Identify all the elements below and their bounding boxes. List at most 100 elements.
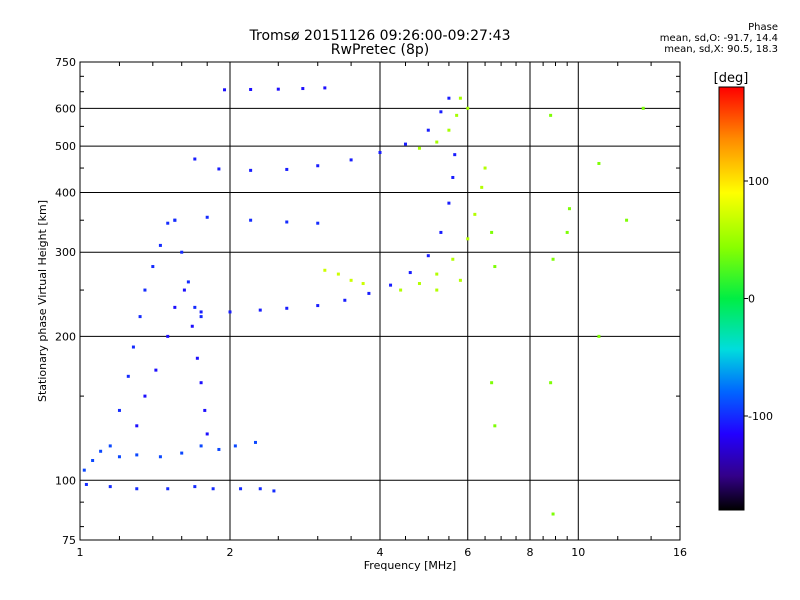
- data-point: [567, 207, 571, 211]
- data-point: [551, 512, 555, 516]
- data-point: [205, 215, 209, 219]
- data-point: [285, 306, 289, 310]
- data-point: [84, 482, 88, 486]
- data-point: [135, 453, 139, 457]
- data-point: [565, 230, 569, 234]
- data-point: [453, 153, 457, 157]
- data-point: [233, 444, 237, 448]
- data-point: [91, 458, 95, 462]
- data-point: [108, 485, 112, 489]
- data-point: [285, 220, 289, 224]
- data-point: [203, 408, 207, 412]
- grid-lines: [80, 62, 680, 540]
- data-point: [349, 158, 353, 162]
- data-point: [625, 218, 629, 222]
- colorbar-tick-label: -100: [748, 410, 773, 423]
- data-point: [138, 315, 142, 319]
- data-point: [439, 230, 443, 234]
- x-tick-label: 2: [227, 546, 234, 559]
- data-point: [551, 257, 555, 261]
- data-point: [205, 432, 209, 436]
- data-point: [151, 265, 155, 269]
- data-point: [343, 298, 347, 302]
- x-tick-label: 8: [527, 546, 534, 559]
- data-point: [447, 128, 451, 132]
- data-point: [223, 88, 227, 92]
- data-point: [451, 175, 455, 179]
- data-point: [158, 455, 162, 459]
- data-point: [239, 487, 243, 491]
- data-point: [458, 278, 462, 282]
- y-tick-label: 200: [55, 330, 76, 343]
- data-point: [316, 221, 320, 225]
- data-point: [182, 288, 186, 292]
- x-axis-label: Frequency [MHz]: [364, 559, 456, 572]
- data-point: [195, 356, 199, 360]
- data-point: [180, 451, 184, 455]
- colorbar: [718, 86, 745, 511]
- data-point: [199, 444, 203, 448]
- data-point: [253, 440, 257, 444]
- data-point: [336, 272, 340, 276]
- data-point: [173, 305, 177, 309]
- y-tick-label: 750: [55, 56, 76, 69]
- data-point: [493, 424, 497, 428]
- data-point: [154, 368, 158, 372]
- data-point: [473, 212, 477, 216]
- data-point: [435, 140, 439, 144]
- data-point: [349, 278, 353, 282]
- data-point: [458, 96, 462, 100]
- data-point: [249, 168, 253, 172]
- y-axis-label: Stationary phase Virtual Height [km]: [36, 200, 49, 402]
- data-point: [193, 305, 197, 309]
- data-point: [190, 324, 194, 328]
- x-tick-label: 10: [571, 546, 585, 559]
- data-point: [490, 381, 494, 385]
- data-point: [641, 106, 645, 110]
- data-point: [135, 487, 139, 491]
- data-point: [367, 291, 371, 295]
- data-point: [82, 468, 86, 472]
- data-point: [143, 394, 147, 398]
- data-marks: [82, 86, 645, 516]
- data-point: [211, 487, 215, 491]
- data-point: [199, 315, 203, 319]
- data-point: [417, 146, 421, 150]
- data-point: [549, 381, 553, 385]
- data-point: [285, 167, 289, 171]
- data-point: [549, 113, 553, 117]
- data-point: [158, 243, 162, 247]
- colorbar-ticks: 100 0 -100: [744, 175, 773, 423]
- data-point: [399, 288, 403, 292]
- y-tick-label: 600: [55, 102, 76, 115]
- data-point: [228, 310, 232, 314]
- axes: 1 2 4 6 8 10 16 75 100 200 300 400 500 600 750: [55, 56, 687, 559]
- stats-title: Phase: [748, 22, 778, 33]
- data-point: [276, 87, 280, 91]
- colorbar-tick-label: 0: [748, 293, 755, 306]
- data-point: [131, 345, 135, 349]
- data-point: [135, 424, 139, 428]
- data-point: [199, 381, 203, 385]
- data-point: [301, 87, 305, 91]
- data-point: [455, 113, 459, 117]
- data-point: [480, 185, 484, 189]
- data-point: [597, 161, 601, 165]
- data-point: [217, 167, 221, 171]
- data-point: [426, 254, 430, 258]
- y-tick-label: 100: [55, 474, 76, 487]
- data-point: [466, 106, 470, 110]
- data-point: [597, 334, 601, 338]
- x-tick-label: 16: [673, 546, 687, 559]
- data-point: [108, 444, 112, 448]
- y-tick-label: 400: [55, 186, 76, 199]
- x-tick-label: 4: [377, 546, 384, 559]
- data-point: [217, 447, 221, 451]
- data-point: [403, 142, 407, 146]
- y-tick-label: 500: [55, 140, 76, 153]
- data-point: [173, 218, 177, 222]
- data-point: [435, 272, 439, 276]
- plot-frame: [79, 61, 681, 541]
